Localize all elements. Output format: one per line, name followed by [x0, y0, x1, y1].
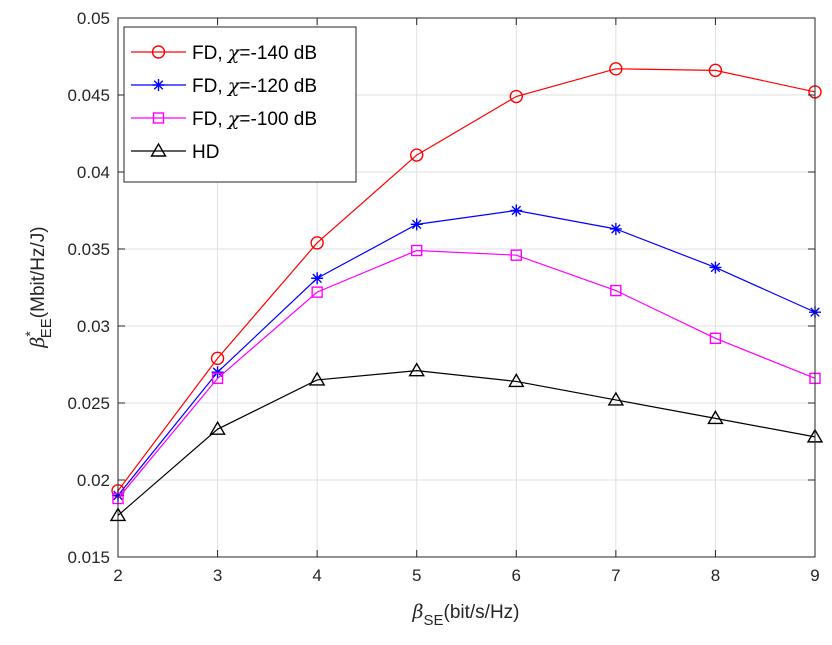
- y-axis-superscript: *: [22, 331, 38, 337]
- series-line: [117, 209, 816, 496]
- y-axis-symbol: β: [27, 337, 49, 349]
- data-point: [709, 261, 722, 274]
- legend-entry-1: FD, χ=-140 dB: [131, 42, 317, 64]
- legend-label: FD, χ=-120 dB: [192, 75, 317, 97]
- data-point: [607, 391, 625, 406]
- data-point: [509, 89, 523, 104]
- legend: FD, χ=-140 dB FD, χ=-120 dB FD, χ=-100 dB H…: [123, 26, 357, 183]
- data-point: [209, 420, 226, 435]
- data-point: [211, 372, 224, 385]
- data-point: [308, 371, 326, 386]
- data-point: [707, 410, 724, 425]
- legend-label: HD: [192, 142, 219, 163]
- x-tick-label: 6: [512, 566, 521, 585]
- y-axis-label: β*EE(Mbit/Hz/J): [22, 226, 55, 348]
- data-point: [508, 373, 525, 388]
- y-tick-label: 0.045: [67, 86, 110, 105]
- legend-marker: [150, 142, 167, 157]
- legend-marker: [152, 112, 165, 124]
- series-line: [117, 68, 816, 492]
- data-point: [609, 222, 622, 235]
- x-axis-label: βSE(bit/s/Hz): [412, 601, 520, 629]
- x-tick-label: 3: [213, 566, 222, 585]
- x-tick-label: 2: [113, 566, 122, 585]
- data-point: [708, 63, 723, 78]
- data-point: [410, 218, 423, 231]
- data-point: [311, 272, 324, 285]
- data-point: [411, 244, 423, 257]
- legend-label: FD, χ=-140 dB: [192, 42, 317, 64]
- y-axis-subscript: EE: [38, 318, 55, 338]
- legend-label: FD, χ=-100 dB: [192, 108, 317, 130]
- data-point: [510, 204, 523, 217]
- data-point: [311, 286, 323, 298]
- x-axis-unit: (bit/s/Hz): [444, 602, 520, 623]
- data-point: [709, 332, 722, 345]
- y-tick-label: 0.015: [67, 548, 110, 567]
- y-tick-label: 0.02: [77, 471, 110, 490]
- legend-marker: [151, 45, 166, 59]
- data-point: [210, 351, 225, 366]
- data-point: [609, 62, 623, 76]
- y-axis-label-group: β*EE(Mbit/Hz/J): [22, 226, 55, 348]
- x-tick-label: 9: [810, 566, 819, 585]
- data-point: [410, 148, 424, 162]
- y-tick-label: 0.05: [77, 9, 110, 28]
- series-4: [109, 362, 824, 522]
- data-point: [510, 249, 522, 261]
- axis-ticks: 2 3 4 5 6 7 8 9 0.015 0.02 0.025 0.03 0.035 0.04 0.045…: [67, 9, 819, 585]
- y-tick-label: 0.03: [77, 317, 110, 336]
- data-point: [310, 236, 324, 250]
- legend-marker: [152, 79, 165, 91]
- series-line: [117, 249, 816, 499]
- legend-entry-3: FD, χ=-100 dB: [131, 108, 317, 130]
- data-point: [408, 362, 425, 377]
- y-tick-label: 0.04: [77, 163, 110, 182]
- y-tick-label: 0.035: [67, 240, 110, 259]
- data-point: [211, 366, 224, 379]
- legend-entry-4: HD: [131, 142, 219, 163]
- x-tick-label: 8: [711, 566, 720, 585]
- x-axis-symbol: β: [412, 601, 424, 623]
- series-line: [117, 370, 816, 516]
- y-axis-unit: (Mbit/Hz/J): [28, 226, 49, 318]
- x-tick-label: 4: [312, 566, 321, 585]
- y-tick-label: 0.025: [67, 394, 110, 413]
- legend-entry-2: FD, χ=-120 dB: [131, 75, 317, 97]
- data-point: [610, 284, 622, 297]
- x-tick-label: 7: [611, 566, 620, 585]
- x-axis-subscript: SE: [423, 612, 443, 629]
- x-tick-label: 5: [412, 566, 421, 585]
- plot-frame: [117, 17, 816, 558]
